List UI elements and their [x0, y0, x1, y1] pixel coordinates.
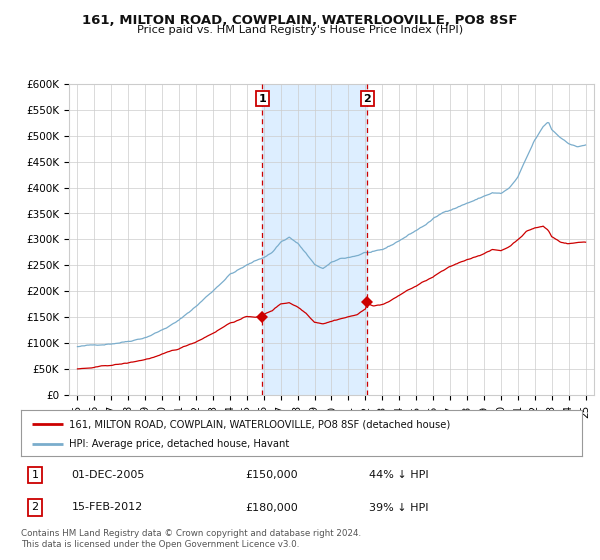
Text: £180,000: £180,000	[245, 502, 298, 512]
Text: 2: 2	[31, 502, 38, 512]
Text: 2: 2	[364, 94, 371, 104]
Text: Price paid vs. HM Land Registry's House Price Index (HPI): Price paid vs. HM Land Registry's House …	[137, 25, 463, 35]
Text: Contains HM Land Registry data © Crown copyright and database right 2024.
This d: Contains HM Land Registry data © Crown c…	[21, 529, 361, 549]
Text: 44% ↓ HPI: 44% ↓ HPI	[369, 470, 428, 480]
Text: 161, MILTON ROAD, COWPLAIN, WATERLOOVILLE, PO8 8SF (detached house): 161, MILTON ROAD, COWPLAIN, WATERLOOVILL…	[68, 419, 450, 430]
Bar	[262, 84, 367, 395]
Text: £150,000: £150,000	[245, 470, 298, 480]
Text: 01-DEC-2005: 01-DEC-2005	[71, 470, 145, 480]
Text: 1: 1	[259, 94, 266, 104]
Text: HPI: Average price, detached house, Havant: HPI: Average price, detached house, Hava…	[68, 438, 289, 449]
Text: 161, MILTON ROAD, COWPLAIN, WATERLOOVILLE, PO8 8SF: 161, MILTON ROAD, COWPLAIN, WATERLOOVILL…	[82, 14, 518, 27]
Text: 1: 1	[32, 470, 38, 480]
Text: 39% ↓ HPI: 39% ↓ HPI	[369, 502, 428, 512]
Text: 15-FEB-2012: 15-FEB-2012	[71, 502, 143, 512]
